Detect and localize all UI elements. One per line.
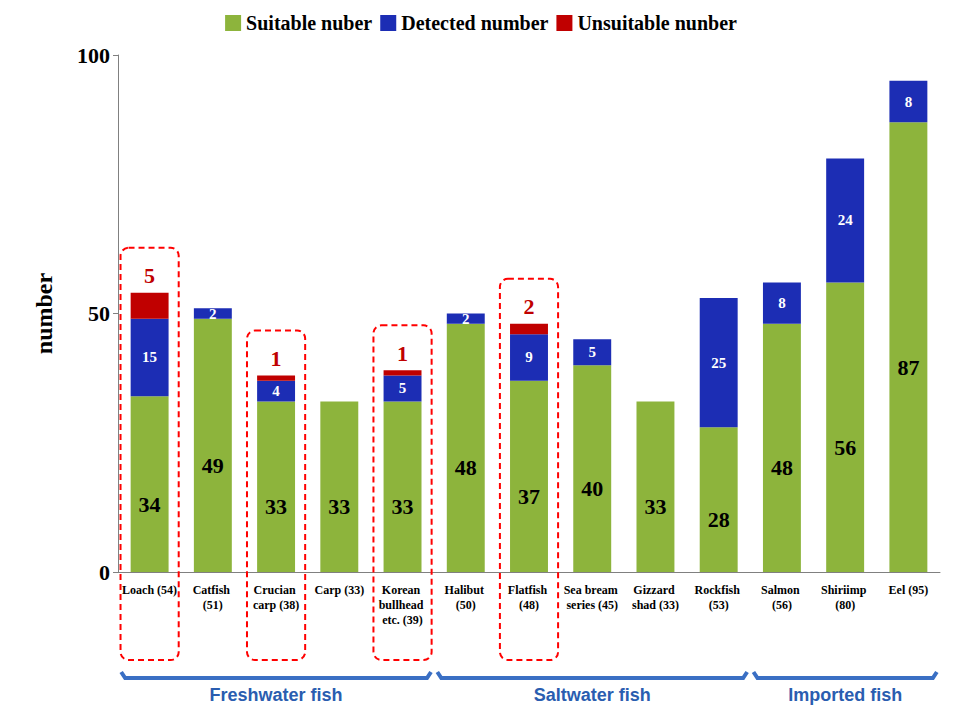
svg-text:Imported fish: Imported fish: [788, 685, 902, 705]
svg-text:Sea bream: Sea bream: [564, 583, 621, 597]
svg-text:Salmon: Salmon: [761, 583, 803, 597]
svg-text:33: 33: [644, 494, 666, 519]
svg-text:shad (33): shad (33): [632, 598, 679, 612]
svg-text:5: 5: [399, 380, 407, 396]
svg-text:2: 2: [209, 306, 217, 322]
svg-text:Shiriimp: Shiriimp: [821, 583, 869, 597]
svg-text:34: 34: [139, 492, 161, 517]
svg-text:37: 37: [518, 484, 540, 509]
svg-text:56: 56: [834, 435, 856, 460]
svg-text:1: 1: [271, 346, 282, 371]
svg-text:33: 33: [328, 494, 350, 519]
svg-text:40: 40: [581, 476, 603, 501]
svg-text:series (45): series (45): [566, 598, 618, 612]
svg-text:48: 48: [771, 455, 793, 480]
svg-text:Halibut: Halibut: [445, 583, 487, 597]
svg-text:1: 1: [397, 341, 408, 366]
svg-text:Unsuitable nunber: Unsuitable nunber: [577, 12, 737, 34]
svg-text:Korean: Korean: [382, 583, 423, 597]
svg-text:5: 5: [588, 344, 596, 360]
svg-text:15: 15: [142, 349, 157, 365]
svg-text:50: 50: [88, 301, 110, 326]
svg-text:Carp (33): Carp (33): [314, 583, 364, 597]
svg-text:33: 33: [265, 494, 287, 519]
svg-text:Catfish: Catfish: [193, 583, 233, 597]
svg-text:Suitable nuber: Suitable nuber: [246, 12, 372, 34]
svg-text:33: 33: [392, 494, 414, 519]
svg-text:Rockfish: Rockfish: [695, 583, 743, 597]
svg-text:0: 0: [99, 560, 110, 585]
svg-text:Eel (95): Eel (95): [889, 583, 929, 597]
svg-text:Freshwater fish: Freshwater fish: [210, 685, 343, 705]
svg-text:48: 48: [455, 455, 477, 480]
svg-text:(50): (50): [456, 598, 476, 612]
svg-text:5: 5: [144, 263, 155, 288]
svg-text:2: 2: [524, 294, 535, 319]
svg-text:number: number: [31, 272, 57, 354]
svg-text:2: 2: [462, 311, 470, 327]
svg-text:9: 9: [525, 349, 533, 365]
svg-text:8: 8: [778, 295, 786, 311]
svg-text:8: 8: [905, 94, 913, 110]
svg-text:24: 24: [838, 212, 854, 228]
svg-text:(53): (53): [709, 598, 729, 612]
svg-text:(51): (51): [203, 598, 223, 612]
svg-text:Loach (54): Loach (54): [122, 583, 177, 597]
svg-text:Crucian: Crucian: [254, 583, 299, 597]
svg-text:49: 49: [202, 453, 224, 478]
svg-text:100: 100: [77, 43, 110, 68]
svg-text:etc. (39): etc. (39): [382, 613, 423, 627]
svg-text:4: 4: [272, 383, 280, 399]
svg-text:Flatfish: Flatfish: [508, 583, 550, 597]
svg-text:25: 25: [711, 355, 726, 371]
svg-text:(56): (56): [772, 598, 792, 612]
svg-text:Gizzard: Gizzard: [633, 583, 677, 597]
svg-text:Detected number: Detected number: [401, 12, 548, 34]
svg-text:Saltwater fish: Saltwater fish: [534, 685, 651, 705]
svg-text:bullhead: bullhead: [379, 598, 427, 612]
svg-text:(80): (80): [835, 598, 855, 612]
svg-text:carp (38): carp (38): [253, 598, 299, 612]
svg-text:28: 28: [708, 507, 730, 532]
svg-text:(48): (48): [519, 598, 539, 612]
svg-text:87: 87: [897, 355, 919, 380]
